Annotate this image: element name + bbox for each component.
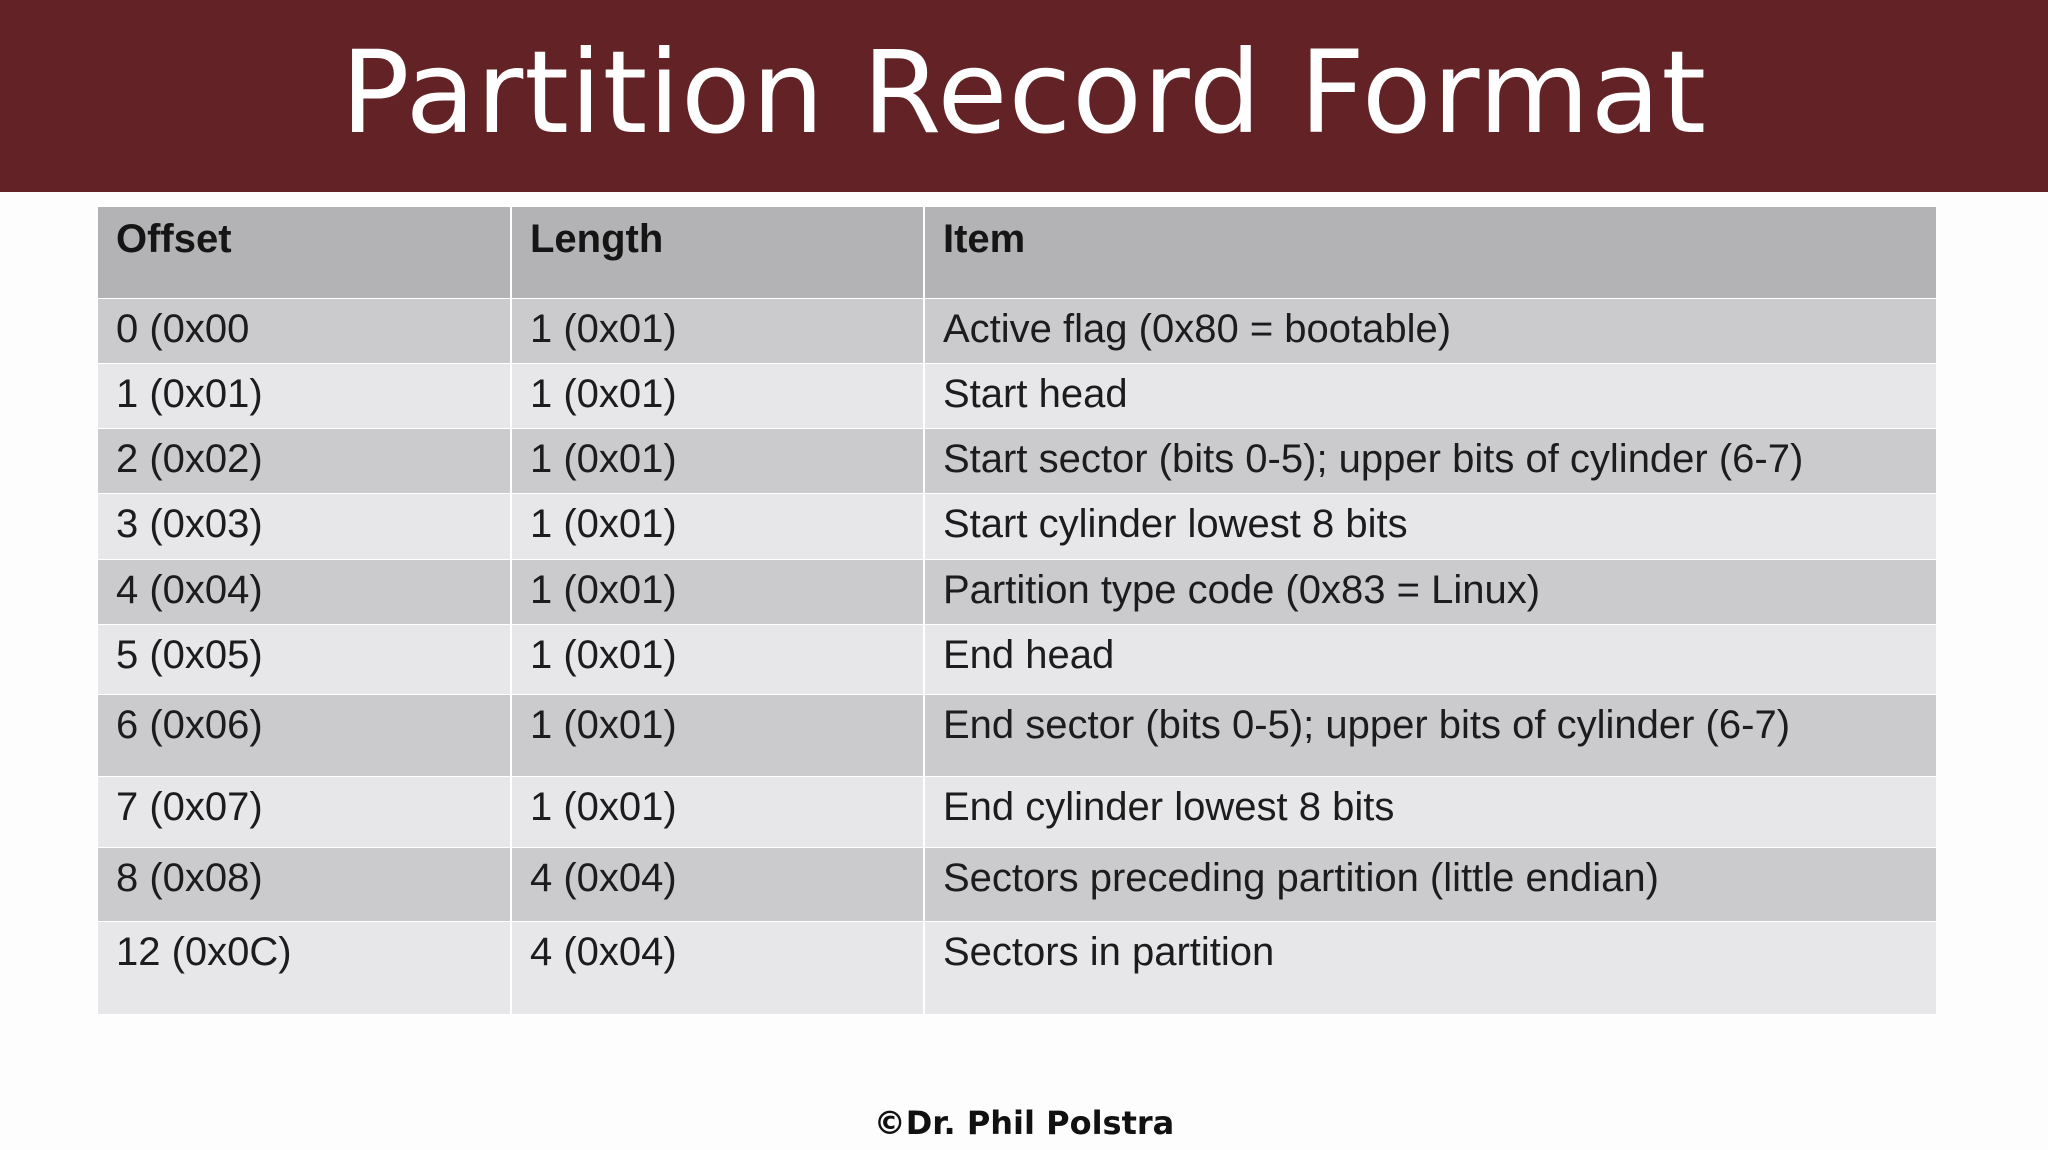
length-cell: 1 (0x01) xyxy=(510,298,925,364)
copyright-footer: ©Dr. Phil Polstra xyxy=(873,1104,1175,1142)
item-cell: Partition type code (0x83 = Linux) xyxy=(923,559,1936,625)
slide-title: Partition Record Format xyxy=(340,26,1708,159)
table-row: 1 (0x01) 1 (0x01) Start head xyxy=(98,363,1936,429)
item-cell: Start sector (bits 0-5); upper bits of c… xyxy=(923,428,1936,494)
offset-cell: 3 (0x03) xyxy=(98,493,512,560)
table-row: 12 (0x0C) 4 (0x04) Sectors in partition xyxy=(98,921,1936,1015)
title-bar: Partition Record Format xyxy=(0,0,2048,192)
length-cell: 1 (0x01) xyxy=(510,363,925,429)
length-cell: 1 (0x01) xyxy=(510,559,925,625)
table-row: 7 (0x07) 1 (0x01) End cylinder lowest 8 … xyxy=(98,776,1936,848)
offset-cell: 6 (0x06) xyxy=(98,694,512,777)
offset-cell: 4 (0x04) xyxy=(98,559,512,625)
item-cell: Start head xyxy=(923,363,1936,429)
length-cell: 1 (0x01) xyxy=(510,694,925,777)
length-cell: 4 (0x04) xyxy=(510,847,925,922)
column-header-length: Length xyxy=(510,206,925,299)
offset-cell: 8 (0x08) xyxy=(98,847,512,922)
offset-cell: 5 (0x05) xyxy=(98,624,512,695)
length-cell: 4 (0x04) xyxy=(510,921,925,1015)
item-cell: End head xyxy=(923,624,1936,695)
table-row: 3 (0x03) 1 (0x01) Start cylinder lowest … xyxy=(98,493,1936,560)
column-header-item: Item xyxy=(923,206,1936,299)
item-cell: Active flag (0x80 = bootable) xyxy=(923,298,1936,364)
item-cell: End sector (bits 0-5); upper bits of cyl… xyxy=(923,694,1936,777)
offset-cell: 12 (0x0C) xyxy=(98,921,512,1015)
length-cell: 1 (0x01) xyxy=(510,624,925,695)
length-cell: 1 (0x01) xyxy=(510,428,925,494)
item-cell: Sectors in partition xyxy=(923,921,1936,1015)
table-row: 8 (0x08) 4 (0x04) Sectors preceding part… xyxy=(98,847,1936,922)
offset-cell: 7 (0x07) xyxy=(98,776,512,848)
table-header-row: Offset Length Item xyxy=(98,206,1936,299)
table-row: 2 (0x02) 1 (0x01) Start sector (bits 0-5… xyxy=(98,428,1936,494)
item-cell: End cylinder lowest 8 bits xyxy=(923,776,1936,848)
partition-record-table: Offset Length Item 0 (0x00 1 (0x01) Acti… xyxy=(98,206,1936,1015)
table-row: 0 (0x00 1 (0x01) Active flag (0x80 = boo… xyxy=(98,298,1936,364)
offset-cell: 1 (0x01) xyxy=(98,363,512,429)
offset-cell: 2 (0x02) xyxy=(98,428,512,494)
length-cell: 1 (0x01) xyxy=(510,776,925,848)
table-row: 5 (0x05) 1 (0x01) End head xyxy=(98,624,1936,695)
column-header-offset: Offset xyxy=(98,206,512,299)
item-cell: Start cylinder lowest 8 bits xyxy=(923,493,1936,560)
item-cell: Sectors preceding partition (little endi… xyxy=(923,847,1936,922)
table-row: 6 (0x06) 1 (0x01) End sector (bits 0-5);… xyxy=(98,694,1936,777)
length-cell: 1 (0x01) xyxy=(510,493,925,560)
offset-cell: 0 (0x00 xyxy=(98,298,512,364)
table-row: 4 (0x04) 1 (0x01) Partition type code (0… xyxy=(98,559,1936,625)
